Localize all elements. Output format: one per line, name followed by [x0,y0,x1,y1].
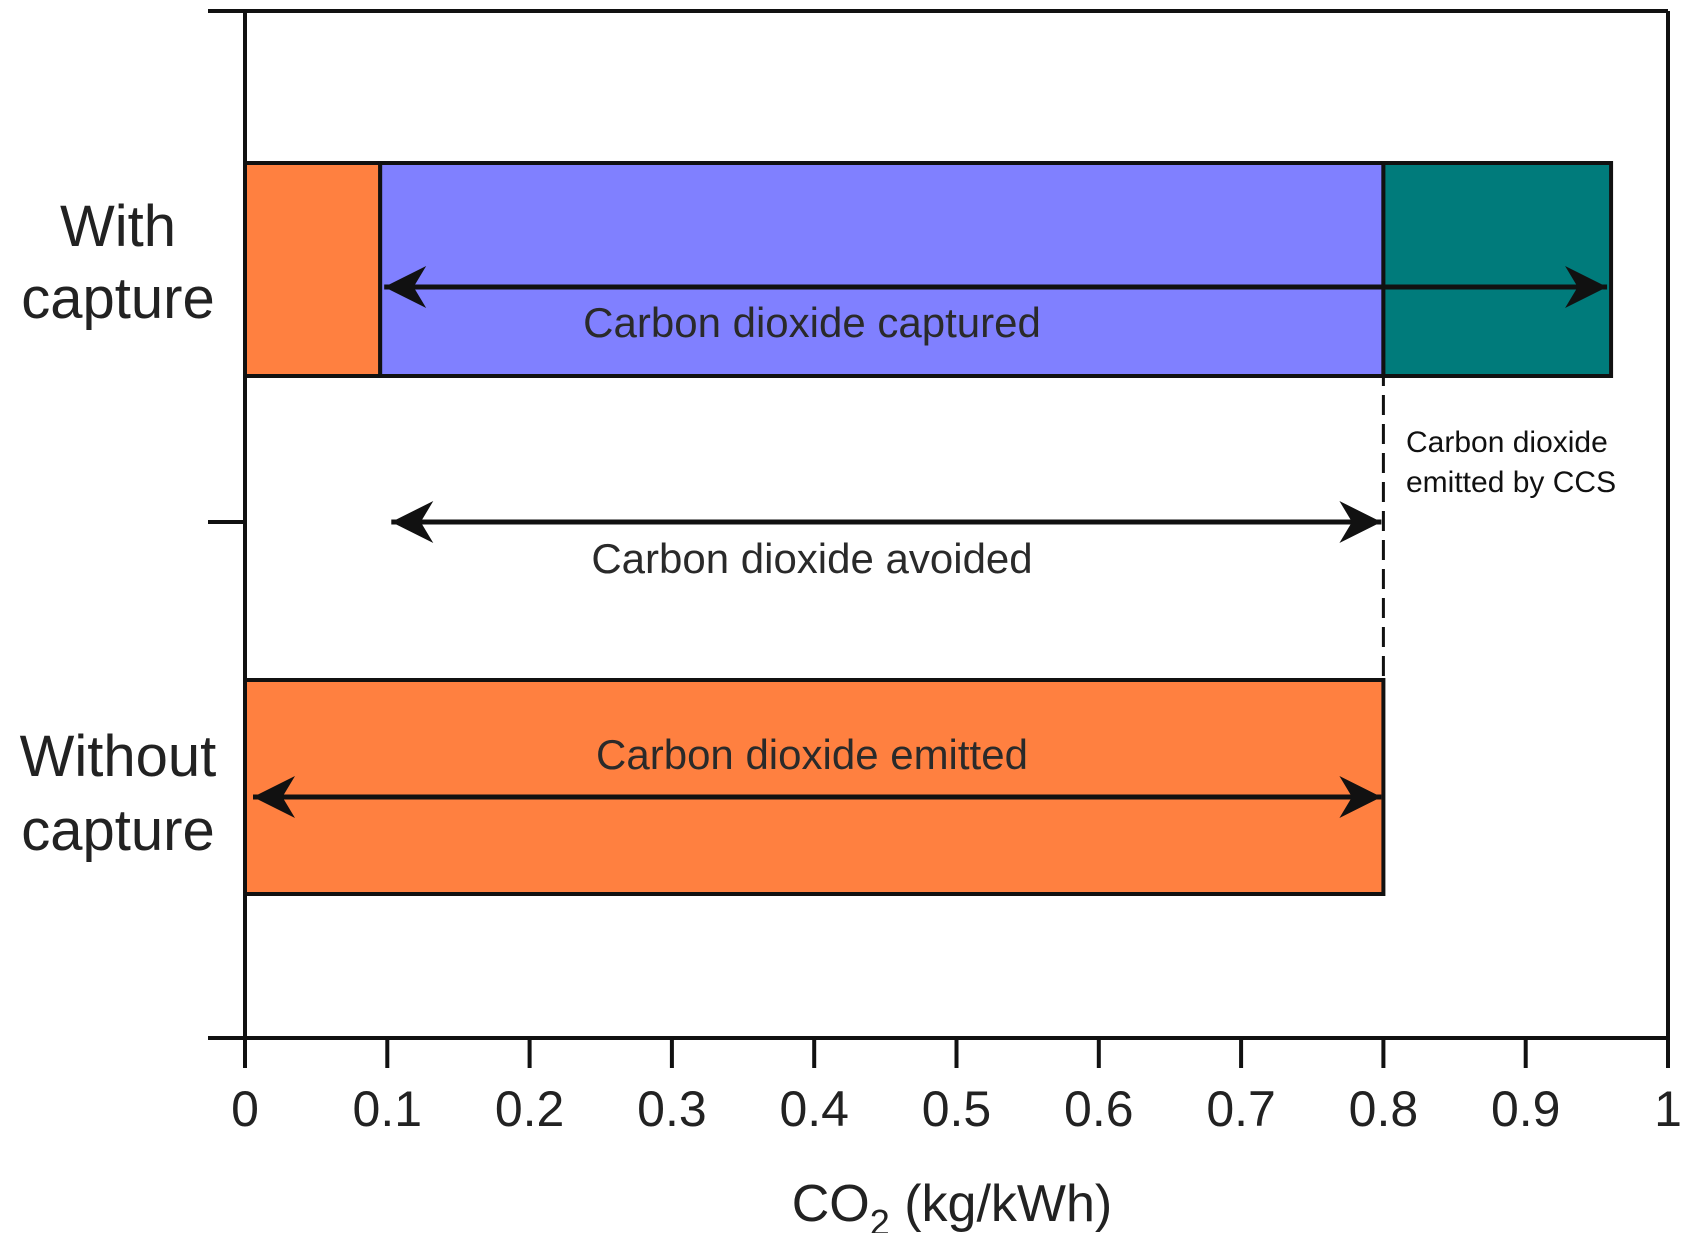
x-tick-label: 0.6 [1064,1081,1134,1137]
category-label-line1: With [60,194,176,259]
x-tick-label: 0.5 [922,1081,992,1137]
ccs-annotation-line2: emitted by CCS [1406,466,1616,499]
category-labels-layer: With capture Without capture [20,194,217,863]
captured-label: Carbon dioxide captured [583,299,1041,346]
bar-segment-2 [1381,161,1614,378]
x-tick-label: 1 [1654,1081,1682,1137]
x-axis-label-subscript: 2 [870,1202,890,1233]
category-label-line2: capture [21,266,214,331]
emitted-label: Carbon dioxide emitted [596,731,1028,778]
category-label-line2: capture [21,798,214,863]
x-tick-label: 0.3 [637,1081,707,1137]
x-axis-label-units: (kg/kWh) [890,1175,1112,1233]
category-label-line1: Without [20,724,217,789]
x-tick-label: 0.4 [779,1081,849,1137]
avoided-label: Carbon dioxide avoided [591,535,1032,582]
x-axis-label: CO2 (kg/kWh) [792,1175,1112,1233]
bar-segment-3 [243,678,1386,896]
x-tick-label: 0.2 [495,1081,565,1137]
bars-layer [243,161,1614,896]
bar-segment-0 [243,161,383,378]
x-tick-label: 0.1 [353,1081,423,1137]
x-tick-label: 0 [231,1081,259,1137]
arrows-layer [253,266,1608,818]
ccs-annotation-line1: Carbon dioxide [1406,426,1608,459]
x-ticks-layer: 0 0.1 0.2 0.3 0.4 0.5 0.6 0.7 0.8 0.9 1 [231,1038,1682,1137]
x-tick-label: 0.7 [1206,1081,1276,1137]
x-tick-label: 0.8 [1349,1081,1419,1137]
x-tick-label: 0.9 [1491,1081,1561,1137]
x-axis-label-main: CO [792,1175,870,1233]
